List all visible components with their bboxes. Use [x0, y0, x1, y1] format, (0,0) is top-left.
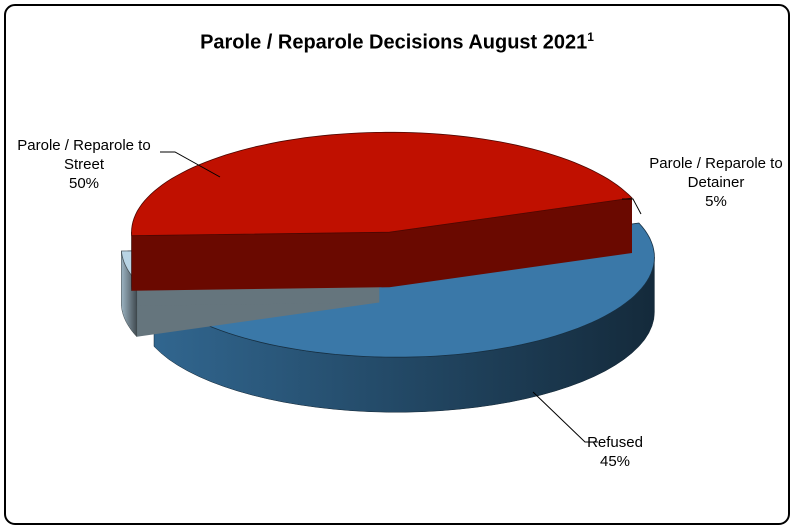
- slice-label: Parole / Reparole to Street 50%: [14, 136, 154, 193]
- value-label: 5%: [705, 193, 727, 210]
- slice-label: Parole / Reparole to Detainer 5%: [646, 154, 786, 211]
- category-label: Refused: [587, 434, 643, 451]
- pie-slice: [131, 131, 633, 237]
- leader-line: [160, 151, 221, 178]
- title-superscript: 1: [587, 30, 594, 44]
- value-label: 45%: [599, 453, 631, 470]
- title-text: Parole / Reparole Decisions August 2021: [200, 31, 588, 54]
- chart-title: Parole / Reparole Decisions August 20211: [0, 30, 794, 55]
- slice-cut-face: [131, 232, 390, 291]
- category-label: Parole / Reparole to Detainer: [649, 155, 783, 191]
- value-label: 50%: [68, 175, 100, 192]
- slice-label: Refused 45%: [570, 433, 660, 471]
- pie: [121, 131, 655, 413]
- leader-line: [622, 198, 642, 215]
- leader-line: [532, 391, 598, 443]
- slice-cut-face: [389, 198, 632, 288]
- category-label: Parole / Reparole to Street: [17, 137, 151, 173]
